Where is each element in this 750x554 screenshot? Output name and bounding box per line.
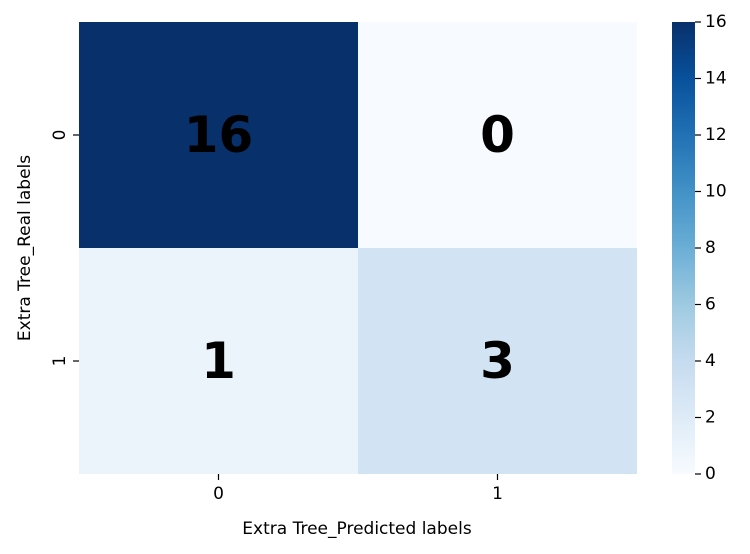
cell-value-r0-c1: 0	[480, 106, 515, 164]
heatmap-cell-labels: 16 0 1 3	[184, 106, 515, 390]
colorbar-tick-label-2: 4	[705, 351, 716, 371]
colorbar-tick-label-8: 16	[705, 12, 727, 32]
colorbar-ticks: 0 2 4 6 8 10 12 14 16	[695, 12, 727, 484]
y-tick-label-0: 0	[50, 130, 70, 141]
x-tick-label-0: 0	[213, 484, 224, 504]
colorbar-tick-label-1: 2	[705, 408, 716, 428]
y-axis-label: Extra Tree_Real labels	[15, 155, 35, 341]
x-axis-label: Extra Tree_Predicted labels	[242, 519, 472, 539]
heatmap-cell-r1-c0	[79, 248, 358, 474]
heatmap-cell-r0-c0	[79, 22, 358, 248]
colorbar-tick-label-3: 6	[705, 295, 716, 315]
cell-value-r1-c0: 1	[201, 332, 236, 390]
heatmap-cells	[79, 22, 637, 474]
cell-value-r0-c0: 16	[184, 106, 254, 164]
colorbar-tick-label-4: 8	[705, 238, 716, 258]
cell-value-r1-c1: 3	[480, 332, 515, 390]
colorbar-tick-label-0: 0	[705, 464, 716, 484]
colorbar-tick-label-6: 12	[705, 125, 727, 145]
colorbar-tick-label-5: 10	[705, 182, 727, 202]
x-tick-label-1: 1	[492, 484, 503, 504]
y-tick-label-1: 1	[50, 356, 70, 367]
colorbar	[672, 22, 695, 474]
colorbar-tick-label-7: 14	[705, 69, 727, 89]
y-axis-ticks: 01	[50, 130, 79, 367]
heatmap-cell-r0-c1	[358, 22, 637, 248]
heatmap-cell-r1-c1	[358, 248, 637, 474]
